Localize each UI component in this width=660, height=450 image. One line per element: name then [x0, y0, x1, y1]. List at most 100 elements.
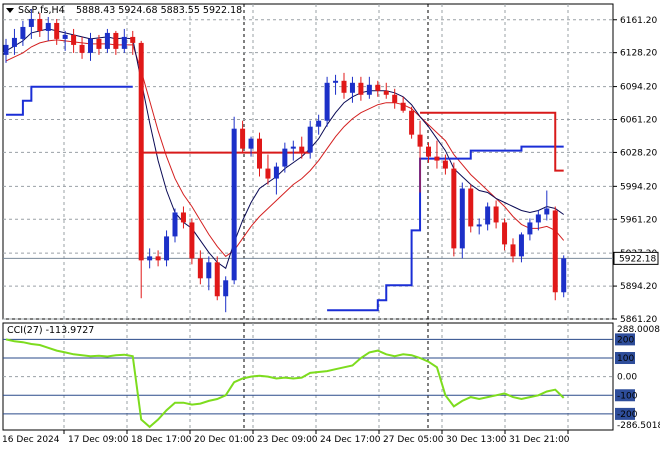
trailing-stop-bull [6, 85, 133, 116]
candle-body [485, 206, 491, 225]
candle-body [383, 90, 389, 95]
candle-body [451, 168, 457, 249]
candle-body [3, 44, 9, 55]
candle-body [282, 148, 288, 167]
candle-body [341, 80, 347, 93]
candle-body [535, 214, 541, 223]
price-tick-label: 6061.20 [620, 116, 657, 126]
candle-body [299, 146, 305, 153]
candle-body [206, 262, 212, 279]
price-tick-label: 6094.20 [620, 83, 657, 93]
cci-tick-label: 288.0008 [617, 325, 660, 335]
candle-body [71, 34, 77, 45]
cci-level-badge [615, 389, 635, 402]
time-tick-label: 23 Dec 09:00 [257, 435, 318, 445]
candle-body [476, 224, 482, 227]
candle-body [45, 22, 51, 31]
candle-body [172, 212, 178, 237]
candle-body [442, 160, 448, 169]
candle-body [375, 84, 381, 91]
candle-body [54, 22, 60, 39]
current-price-label: 5922.18 [619, 254, 656, 264]
candle-body [62, 34, 68, 39]
price-tick-label: 5994.20 [620, 182, 657, 192]
time-tick-label: 17 Dec 09:00 [68, 435, 129, 445]
candle-body [316, 120, 322, 127]
cci-tick-label: 0.00 [617, 373, 637, 383]
time-tick-label: 31 Dec 21:00 [509, 435, 570, 445]
candle-body [273, 166, 279, 179]
cci-level-badge [615, 333, 635, 346]
time-tick-label: 24 Dec 17:00 [320, 435, 381, 445]
candle-body [527, 222, 533, 235]
time-tick-label: 30 Dec 13:00 [446, 435, 507, 445]
candle-body [459, 188, 465, 249]
cci-title: CCI(27) -113.9727 [7, 325, 94, 336]
candle-body [434, 156, 440, 161]
cci-level-label: -200 [617, 410, 638, 420]
candle-body [552, 210, 558, 293]
time-tick-label: 16 Dec 2024 [2, 435, 60, 445]
symbol-label: S&P,fs,H4 [18, 5, 65, 16]
candle-body [544, 208, 550, 215]
candle-body [349, 82, 355, 93]
candle-body [180, 212, 186, 223]
triangle-down-icon[interactable] [6, 8, 14, 13]
candle-body [79, 44, 85, 53]
candle-body [164, 236, 170, 261]
price-tick-label: 5861.20 [620, 315, 657, 325]
candle-body [307, 126, 313, 153]
candle-body [104, 32, 110, 49]
time-tick-label: 18 Dec 17:00 [131, 435, 192, 445]
candle-body [88, 38, 93, 53]
candle-body [400, 102, 406, 111]
price-tick-label: 5961.20 [620, 215, 657, 225]
time-tick-label: 27 Dec 05:00 [383, 435, 444, 445]
candle-body [392, 94, 398, 103]
indicator-pane [2, 322, 614, 431]
candle-body [409, 110, 415, 135]
price-tick-label: 6028.20 [620, 148, 657, 158]
price-tick-label: 6161.20 [620, 16, 657, 26]
main-pane [2, 3, 614, 320]
candle-body [147, 256, 153, 261]
ohlc-label: 5888.43 5924.68 5883.55 5922.18 [76, 5, 242, 16]
candle-body [231, 128, 237, 281]
candle-body [223, 280, 229, 297]
candle-body [28, 18, 34, 27]
candle-body [324, 82, 330, 121]
cci-level-badge [615, 407, 635, 420]
candle-body [11, 37, 17, 47]
candle-body [113, 32, 119, 49]
cci-level-label: 200 [617, 335, 634, 345]
candle-body [96, 38, 102, 49]
candle-body [189, 222, 195, 259]
candle-body [121, 36, 127, 49]
candle-body [426, 146, 431, 157]
candle-body [130, 36, 136, 43]
cci-level-label: 100 [617, 354, 634, 364]
time-tick-label: 20 Dec 01:00 [194, 435, 255, 445]
candle-body [214, 262, 220, 297]
current-price-badge [613, 251, 659, 265]
candle-body [240, 128, 246, 149]
candle-body [468, 188, 474, 227]
candle-body [265, 168, 271, 179]
price-tick-label: 5894.20 [620, 282, 657, 292]
cci-level-label: -100 [617, 391, 638, 401]
candle-body [138, 42, 144, 261]
candle-body [20, 26, 26, 39]
candle-body [257, 138, 262, 169]
cci-tick-label: -286.5018 [617, 421, 660, 431]
candle-body [561, 258, 567, 293]
candle-body [333, 80, 339, 83]
candle-body [366, 84, 372, 95]
candle-body [155, 256, 161, 261]
candle-body [358, 82, 364, 95]
candle-body [502, 222, 508, 245]
price-tick-label: 6128.20 [620, 49, 657, 59]
trailing-stop-bear [420, 111, 564, 172]
cci-level-badge [615, 352, 635, 365]
candle-body [290, 146, 296, 149]
